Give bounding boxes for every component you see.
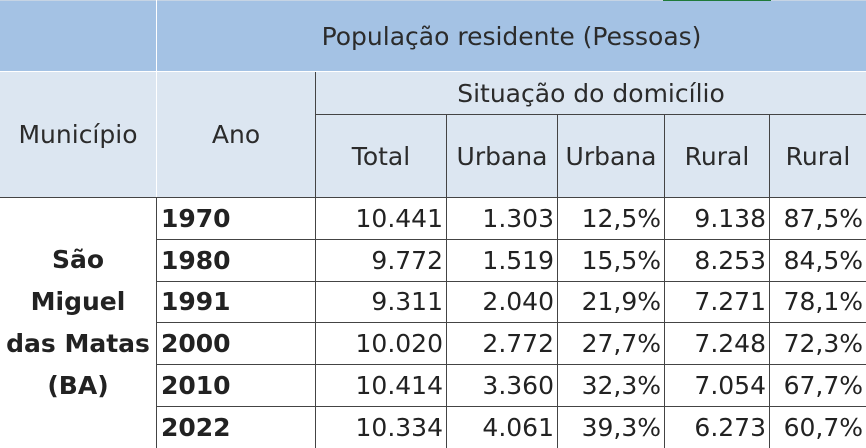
grid-line bbox=[156, 197, 157, 448]
grid-line bbox=[157, 280, 866, 282]
grid-line bbox=[315, 72, 316, 197]
cell-ano[interactable]: 2000 bbox=[161, 329, 231, 359]
cell-rural-pct[interactable]: 87,5% bbox=[783, 203, 863, 233]
header-situacao-domicilio[interactable]: Situação do domicílio bbox=[316, 72, 866, 114]
cell-rural[interactable]: 7.248 bbox=[694, 329, 766, 359]
header-total[interactable]: Total bbox=[316, 115, 446, 197]
cell-rural-pct[interactable]: 60,7% bbox=[783, 412, 863, 442]
grid-line bbox=[157, 238, 866, 240]
header-municipio[interactable]: Município bbox=[0, 72, 156, 197]
cell-urbana-pct[interactable]: 39,3% bbox=[581, 412, 661, 442]
header-ano[interactable]: Ano bbox=[157, 72, 315, 197]
cell-ano[interactable]: 2010 bbox=[161, 371, 231, 401]
municipality-name[interactable]: São Miguel das Matas (BA) bbox=[6, 245, 150, 400]
table-title[interactable]: População residente (Pessoas) bbox=[157, 1, 866, 71]
cell-urbana-pct[interactable]: 21,9% bbox=[581, 287, 661, 317]
cell-urbana[interactable]: 2.772 bbox=[482, 329, 554, 359]
cell-ano[interactable]: 1980 bbox=[161, 245, 231, 275]
grid-line bbox=[157, 364, 866, 366]
header-rural[interactable]: Rural bbox=[665, 115, 769, 197]
cell-urbana[interactable]: 3.360 bbox=[482, 371, 554, 401]
grid-line bbox=[557, 115, 558, 197]
grid-line bbox=[0, 197, 866, 198]
sheet-top-border bbox=[0, 0, 866, 1]
grid-line bbox=[157, 322, 866, 324]
cell-urbana[interactable]: 1.303 bbox=[482, 203, 554, 233]
table-title-left-blank[interactable] bbox=[0, 1, 156, 71]
grid-line bbox=[769, 197, 770, 448]
cell-rural[interactable]: 7.054 bbox=[694, 371, 766, 401]
header-divider bbox=[0, 71, 866, 72]
cell-ano[interactable]: 1970 bbox=[161, 203, 231, 233]
grid-line bbox=[769, 115, 770, 197]
cell-ano[interactable]: 1991 bbox=[161, 287, 231, 317]
cell-urbana-pct[interactable]: 32,3% bbox=[581, 371, 661, 401]
cell-rural[interactable]: 6.273 bbox=[694, 412, 766, 442]
cell-total[interactable]: 9.772 bbox=[371, 245, 443, 275]
grid-line bbox=[557, 197, 558, 448]
grid-line bbox=[446, 115, 447, 197]
cell-rural-pct[interactable]: 67,7% bbox=[783, 371, 863, 401]
cell-urbana[interactable]: 1.519 bbox=[482, 245, 554, 275]
cell-total[interactable]: 9.311 bbox=[371, 287, 443, 317]
grid-line bbox=[446, 197, 447, 448]
cell-ano[interactable]: 2022 bbox=[161, 412, 231, 442]
cell-rural[interactable]: 9.138 bbox=[694, 203, 766, 233]
grid-line bbox=[316, 114, 866, 115]
grid-line bbox=[664, 197, 665, 448]
cell-rural-pct[interactable]: 78,1% bbox=[783, 287, 863, 317]
cell-rural-pct[interactable]: 72,3% bbox=[783, 329, 863, 359]
cell-rural[interactable]: 8.253 bbox=[694, 245, 766, 275]
cell-urbana-pct[interactable]: 12,5% bbox=[581, 203, 661, 233]
cell-urbana-pct[interactable]: 27,7% bbox=[581, 329, 661, 359]
grid-line bbox=[315, 197, 316, 448]
cell-total[interactable]: 10.334 bbox=[355, 412, 443, 442]
header-urbana[interactable]: Urbana bbox=[447, 115, 557, 197]
cell-rural-pct[interactable]: 84,5% bbox=[783, 245, 863, 275]
grid-line bbox=[664, 115, 665, 197]
grid-line bbox=[157, 406, 866, 407]
cell-rural[interactable]: 7.271 bbox=[694, 287, 766, 317]
cell-total[interactable]: 10.441 bbox=[355, 203, 443, 233]
cell-urbana[interactable]: 2.040 bbox=[482, 287, 554, 317]
header-urbana-pct[interactable]: Urbana bbox=[558, 115, 664, 197]
cell-urbana-pct[interactable]: 15,5% bbox=[581, 245, 661, 275]
cell-total[interactable]: 10.414 bbox=[355, 371, 443, 401]
cell-total[interactable]: 10.020 bbox=[355, 329, 443, 359]
header-rural-pct[interactable]: Rural bbox=[770, 115, 866, 197]
header-divider bbox=[156, 0, 157, 197]
cell-urbana[interactable]: 4.061 bbox=[482, 412, 554, 442]
